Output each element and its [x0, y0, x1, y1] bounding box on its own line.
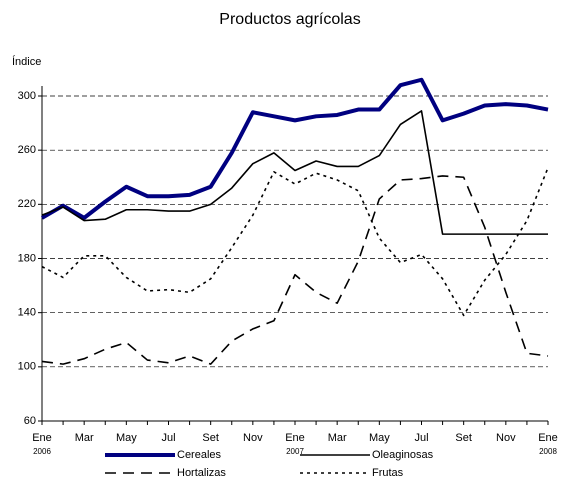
legend-label: Oleaginosas — [372, 449, 434, 461]
x-year-label: 2006 — [33, 447, 51, 456]
x-tick-label: Ene — [538, 432, 558, 444]
x-tick-label: Mar — [328, 432, 347, 444]
x-tick-label: Ene — [285, 432, 305, 444]
y-tick-label: 180 — [18, 252, 36, 264]
legend-label: Frutas — [372, 467, 404, 478]
x-tick-label: Ene — [32, 432, 52, 444]
x-tick-label: Jul — [414, 432, 428, 444]
x-tick-label: Set — [202, 432, 219, 444]
y-axis-label: Índice — [12, 55, 41, 68]
x-tick-label: Nov — [496, 432, 516, 444]
y-tick-label: 60 — [24, 415, 36, 427]
series-line — [40, 77, 549, 220]
x-tick-label: May — [116, 432, 137, 444]
y-tick-label: 100 — [18, 361, 36, 373]
y-tick-label: 140 — [18, 307, 36, 319]
x-year-label: 2007 — [286, 447, 304, 456]
y-tick-label: 220 — [18, 198, 36, 210]
x-tick-label: May — [369, 432, 390, 444]
chart-title: Productos agrícolas — [219, 11, 360, 28]
legend-label: Hortalizas — [177, 467, 226, 478]
y-tick-label: 260 — [18, 144, 36, 156]
x-tick-label: Set — [455, 432, 472, 444]
x-year-label: 2008 — [539, 447, 557, 456]
x-tick-label: Nov — [243, 432, 263, 444]
legend-label: Cereales — [177, 449, 222, 461]
series-line — [41, 110, 548, 235]
series-line — [41, 167, 549, 317]
series-line — [41, 175, 549, 365]
y-tick-label: 300 — [18, 90, 36, 102]
x-tick-label: Mar — [75, 432, 94, 444]
x-tick-label: Jul — [161, 432, 175, 444]
